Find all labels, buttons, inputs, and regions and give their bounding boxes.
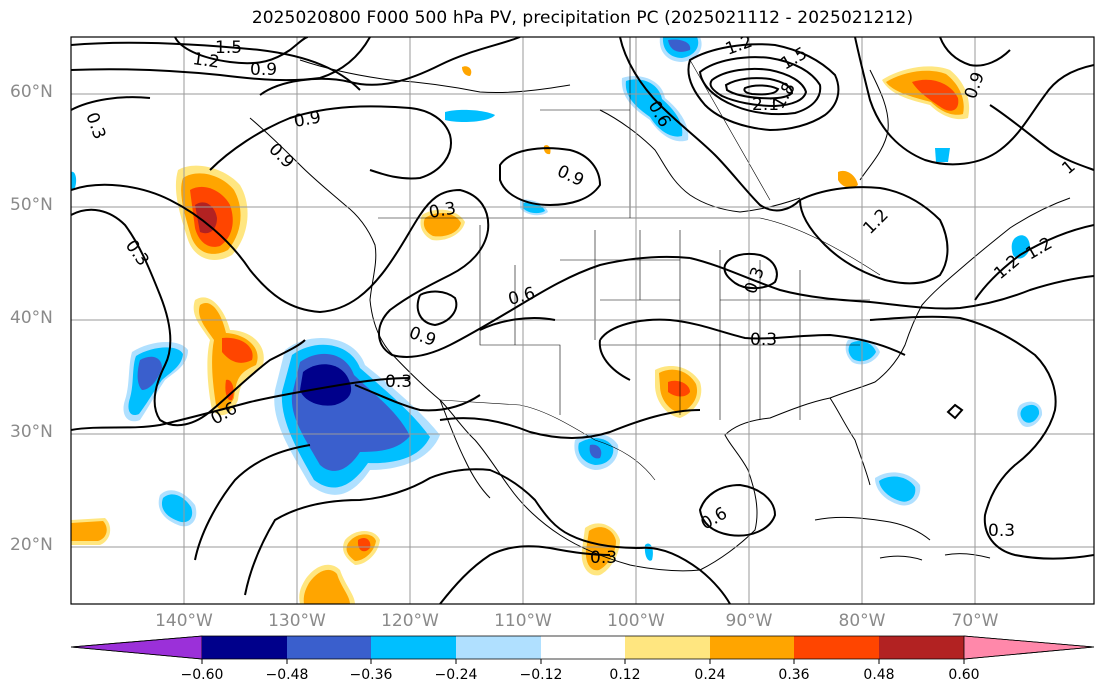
contour-label: 1.5	[215, 38, 242, 58]
contour-label: 0.9	[250, 60, 277, 80]
contour-label: 0.3	[385, 372, 412, 392]
contour-label: 1.2	[191, 49, 221, 73]
lat-label: 50°N	[10, 195, 53, 215]
lon-label: 80°W	[838, 611, 886, 631]
pv-contours	[71, 37, 1094, 604]
colorbar-tick-label: −0.24	[434, 667, 478, 683]
plot-frame	[70, 36, 1095, 605]
lat-label: 40°N	[10, 308, 53, 328]
contour-label: 0.3	[427, 199, 457, 223]
lon-label: 130°W	[268, 611, 326, 631]
colorbar-tick-label: −0.60	[180, 667, 224, 683]
chart-title: 2025020800 F000 500 hPa PV, precipitatio…	[251, 8, 914, 28]
lon-label: 70°W	[951, 611, 999, 631]
lon-label: 90°W	[725, 611, 773, 631]
colorbar-tick-label: −0.48	[265, 667, 309, 683]
colorbar-tick-label: 0.48	[863, 667, 895, 683]
contour-label: 0.3	[988, 521, 1015, 541]
lon-label: 140°W	[155, 611, 213, 631]
colorbar-tick-label: 0.36	[778, 667, 810, 683]
contour-label: 0.9	[292, 108, 322, 132]
lat-label: 20°N	[10, 535, 53, 555]
lat-label: 60°N	[10, 82, 53, 102]
contour-label: 2.1	[752, 95, 779, 115]
lon-label: 120°W	[381, 611, 439, 631]
colorbar-tick-label: 0.12	[609, 667, 641, 683]
coastlines	[249, 59, 1071, 572]
colorbar-tick-label: 0.60	[948, 667, 980, 683]
contour-label: 0.3	[590, 548, 617, 568]
lat-label: 30°N	[10, 422, 53, 442]
colorbar-tick-label: −0.12	[519, 667, 563, 683]
graticule	[71, 37, 1094, 604]
contour-label: 0.3	[750, 330, 777, 350]
lon-label: 110°W	[494, 611, 552, 631]
lon-label: 100°W	[607, 611, 665, 631]
colorbar-tick-label: 0.24	[694, 667, 726, 683]
colorbar-tick-label: −0.36	[349, 667, 393, 683]
precip-shading	[71, 37, 1043, 604]
